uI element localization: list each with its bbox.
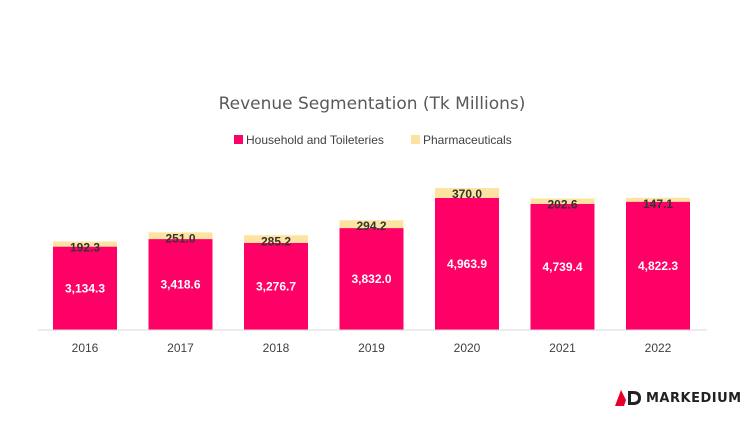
bar-pharmaceuticals-2020 [435, 188, 499, 198]
x-tick-label: 2018 [263, 341, 290, 355]
md-logo-icon [615, 390, 641, 406]
legend-swatch-pharmaceuticals [411, 135, 420, 144]
bar-household-2019 [339, 228, 404, 330]
label-household-2018: 3,276.7 [256, 279, 296, 293]
bar-household-2016 [53, 246, 117, 330]
label-household-2017: 3,418.6 [160, 278, 200, 292]
label-pharmaceuticals-2018: 285.2 [261, 234, 291, 248]
bar-household-2020 [435, 197, 499, 330]
legend-label-pharmaceuticals: Pharmaceuticals [423, 133, 512, 147]
x-tick-label: 2016 [72, 341, 99, 355]
label-household-2016: 3,134.3 [65, 281, 105, 295]
x-tick-label: 2020 [454, 341, 481, 355]
bar-household-2022 [626, 201, 690, 330]
brand-name: MARKEDIUM [646, 390, 742, 406]
label-household-2020: 4,963.9 [447, 257, 487, 271]
legend-label-household: Household and Toileteries [246, 133, 384, 147]
brand-logo: MARKEDIUM [614, 388, 742, 408]
x-tick-label: 2021 [549, 341, 576, 355]
label-pharmaceuticals-2019: 294.2 [356, 219, 386, 233]
label-pharmaceuticals-2022: 147.1 [643, 197, 673, 211]
bar-household-2021 [530, 203, 595, 330]
label-household-2021: 4,739.4 [542, 260, 582, 274]
bar-pharmaceuticals-2018 [244, 235, 308, 243]
bar-household-2017 [148, 239, 213, 330]
bar-pharmaceuticals-2016 [53, 241, 117, 247]
bar-household-2018 [244, 242, 308, 330]
label-pharmaceuticals-2021: 202.6 [547, 198, 577, 212]
bar-pharmaceuticals-2021 [530, 198, 595, 204]
bars: 3,134.3 192.3 3,418.6 251.0 3,276.7 285.2 3,83… [53, 187, 690, 330]
legend: Household and Toileteries Pharmaceutical… [234, 133, 512, 147]
label-household-2022: 4,822.3 [638, 259, 678, 273]
label-pharmaceuticals-2017: 251.0 [165, 231, 195, 245]
bar-pharmaceuticals-2022 [626, 197, 690, 202]
x-tick-label: 2022 [645, 341, 672, 355]
x-axis-ticks: 2016 2017 2018 2019 2020 2021 2022 [72, 341, 672, 355]
x-tick-label: 2019 [358, 341, 385, 355]
x-tick-label: 2017 [167, 341, 194, 355]
label-household-2019: 3,832.0 [351, 272, 391, 286]
bar-pharmaceuticals-2017 [148, 232, 213, 240]
label-pharmaceuticals-2016: 192.3 [70, 241, 100, 255]
legend-swatch-household [234, 135, 243, 144]
bar-pharmaceuticals-2019 [339, 220, 404, 229]
label-pharmaceuticals-2020: 370.0 [452, 187, 482, 201]
chart-title: Revenue Segmentation (Tk Millions) [219, 94, 526, 114]
